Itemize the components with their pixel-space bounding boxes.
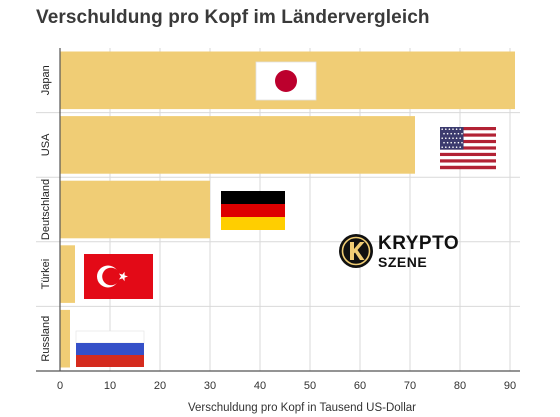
turkey-flag-icon xyxy=(84,254,153,299)
x-axis-title: Verschuldung pro Kopf in Tausend US-Doll… xyxy=(188,402,416,414)
x-tick-label: 40 xyxy=(254,380,266,392)
logo-line1: KRYPTO xyxy=(378,233,459,254)
category-label: Deutschland xyxy=(40,179,52,240)
germany-flag-icon xyxy=(221,191,285,230)
japan-flag-icon xyxy=(255,61,317,101)
bar-deutschland xyxy=(60,180,210,239)
x-tick-label: 80 xyxy=(454,380,466,392)
russia-flag-icon xyxy=(75,330,145,367)
bar-usa xyxy=(60,116,415,174)
category-label: Japan xyxy=(40,65,52,95)
x-tick-label: 10 xyxy=(104,380,116,392)
bar-russland xyxy=(60,309,70,368)
logo-line2: SZENE xyxy=(378,254,427,270)
category-label: Russland xyxy=(40,316,52,362)
axes: 0 10 20 30 40 50 60 70 80 90 Japan USA Deutschland Tü… xyxy=(36,48,520,392)
category-label: Türkei xyxy=(40,259,52,290)
chart-title: Verschuldung pro Kopf im Ländervergleich xyxy=(36,7,430,28)
x-tick-label: 90 xyxy=(504,380,516,392)
category-label: USA xyxy=(40,133,52,156)
x-tick-label: 20 xyxy=(154,380,166,392)
bar-türkei xyxy=(60,245,75,303)
krypto-szene-logo: KRYPTO SZENE xyxy=(339,233,459,270)
x-tick-label: 50 xyxy=(304,380,316,392)
usa-flag-icon xyxy=(440,127,496,170)
x-tick-label: 0 xyxy=(57,380,63,392)
x-tick-label: 70 xyxy=(404,380,416,392)
flags xyxy=(75,61,496,367)
x-tick-label: 60 xyxy=(354,380,366,392)
x-tick-label: 30 xyxy=(204,380,216,392)
